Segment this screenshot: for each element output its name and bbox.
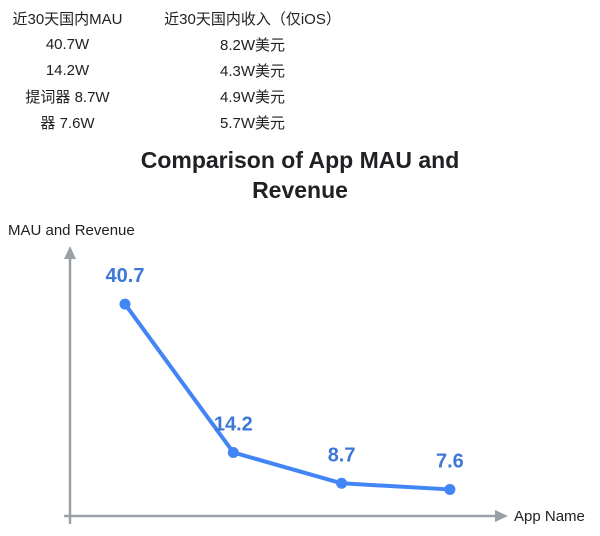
data-point: [336, 477, 348, 489]
data-point: [119, 298, 131, 310]
data-table: 近30天国内MAU 近30天国内收入（仅iOS） 40.7W 8.2W美元 14…: [0, 0, 600, 135]
table-cell-revenue: 8.2W美元: [219, 36, 285, 54]
x-axis-label: App Name: [514, 508, 585, 525]
data-point-label: 14.2: [214, 413, 253, 435]
table-cell-mau: 14.2W: [45, 61, 90, 79]
table-cell-mau: 40.7W: [45, 35, 90, 53]
table-header-mau: 近30天国内MAU: [12, 10, 123, 28]
table-cell-mau: 器 7.6W: [40, 114, 95, 132]
y-axis-label: MAU and Revenue: [8, 222, 135, 239]
y-axis-arrow-icon: [64, 246, 76, 259]
table-cell-revenue: 5.7W美元: [219, 114, 285, 132]
table-cell-revenue: 4.3W美元: [219, 62, 285, 80]
data-point: [444, 483, 456, 495]
table-header-row: 近30天国内MAU 近30天国内收入（仅iOS）: [0, 5, 600, 31]
table-cell-mau: 提词器 8.7W: [25, 88, 110, 106]
table-cell-revenue: 4.9W美元: [219, 88, 285, 106]
table-row: 提词器 8.7W 4.9W美元: [0, 83, 600, 109]
table-row: 40.7W 8.2W美元: [0, 31, 600, 57]
x-axis-arrow-icon: [495, 510, 508, 522]
table-row: 器 7.6W 5.7W美元: [0, 109, 600, 135]
data-point: [227, 446, 239, 458]
data-point-label: 40.7: [106, 265, 145, 287]
line-chart: App Name 40.7 14.2 8.7 7.6: [64, 246, 585, 525]
table-header-revenue: 近30天国内收入（仅iOS）: [164, 10, 341, 28]
chart-line: [123, 302, 452, 492]
data-point-label: 8.7: [328, 444, 356, 466]
data-point-label: 7.6: [436, 450, 464, 472]
chart-title: Comparison of App MAU and Revenue: [140, 147, 460, 203]
table-row: 14.2W 4.3W美元: [0, 57, 600, 83]
